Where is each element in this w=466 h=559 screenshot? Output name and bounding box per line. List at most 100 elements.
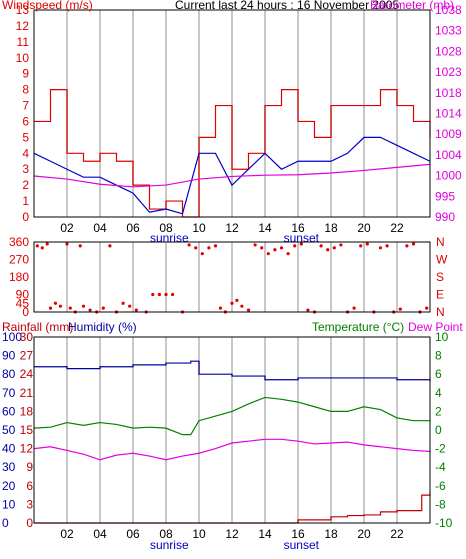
temperature-y-tick-label: -4 xyxy=(435,460,446,474)
rainfall-y-tick-label: 15 xyxy=(20,423,34,437)
temperature-y-tick-label: 8 xyxy=(435,349,442,363)
climate-panel-x-tick-label: 14 xyxy=(258,527,272,541)
direction-point xyxy=(58,304,63,308)
direction-point xyxy=(194,246,198,250)
humidity-y-tick-label: 50 xyxy=(2,423,16,437)
direction-point xyxy=(365,242,369,246)
direction-point xyxy=(171,292,175,297)
wind-y-tick-label: 0 xyxy=(22,210,29,224)
direction-point xyxy=(286,252,290,256)
barometer-y-tick-label: 1028 xyxy=(435,44,462,58)
direction-point xyxy=(411,242,416,246)
temperature-y-tick-label: 0 xyxy=(435,423,442,437)
direction-panel-frame xyxy=(33,241,431,313)
direction-point xyxy=(128,304,132,308)
rainfall-y-tick-label: 9 xyxy=(26,460,33,474)
direction-point xyxy=(326,248,330,252)
sunrise-label: sunrise xyxy=(150,231,189,245)
direction-point xyxy=(187,243,191,247)
direction-point xyxy=(65,242,69,246)
direction-y-tick-label: 270 xyxy=(9,253,29,267)
temperature-label: Temperature (°C) xyxy=(312,320,404,334)
wind-panel-x-tick-label: 10 xyxy=(192,221,206,235)
climate-panel-x-tick-label: 16 xyxy=(291,527,305,541)
direction-point xyxy=(53,301,58,305)
wind-panel-x-tick-label: 22 xyxy=(390,221,404,235)
direction-point xyxy=(332,246,336,250)
humidity-y-tick-label: 0 xyxy=(2,516,9,530)
direction-point xyxy=(306,308,310,312)
wind-y-tick-label: 8 xyxy=(22,83,29,97)
humidity-y-tick-label: 20 xyxy=(2,479,16,493)
humidity-y-tick-label: 90 xyxy=(2,349,16,363)
direction-point xyxy=(40,246,44,250)
humidity-label: Humidity (%) xyxy=(68,320,137,334)
wind-y-tick-label: 5 xyxy=(22,130,29,144)
barometer-y-tick-label: 1009 xyxy=(435,127,462,141)
barometer-y-tick-label: 995 xyxy=(435,189,455,203)
climate-panel-x-tick-label: 18 xyxy=(324,527,338,541)
barometer-y-tick-label: 1004 xyxy=(435,148,462,162)
climate-panel-x-tick-label: 22 xyxy=(390,527,404,541)
direction-point xyxy=(213,244,218,248)
wind-y-tick-label: 6 xyxy=(22,114,29,128)
barometer-y-tick-label: 1023 xyxy=(435,65,462,79)
rainfall-y-tick-label: 6 xyxy=(26,479,33,493)
rainfall-label: Rainfall (mm) xyxy=(2,320,73,334)
direction-y-tick-label: 180 xyxy=(9,270,29,284)
humidity-y-tick-label: 60 xyxy=(2,404,16,418)
direction-point xyxy=(218,306,223,310)
barometer-ylabel: Barometer (mb) xyxy=(370,0,454,12)
direction-point xyxy=(385,244,389,248)
direction-point xyxy=(253,243,257,247)
rainfall-y-tick-label: 30 xyxy=(20,330,34,344)
direction-compass-label: N xyxy=(436,235,445,249)
rainfall-series xyxy=(34,492,431,524)
wind-panel-x-tick-label: 18 xyxy=(324,221,338,235)
direction-point xyxy=(81,304,86,308)
climate-panel-x-tick-label: 08 xyxy=(159,527,173,541)
temperature-y-tick-label: -8 xyxy=(435,497,446,511)
direction-point xyxy=(273,248,277,252)
barometer-series xyxy=(33,163,431,188)
direction-y-tick-label: 45 xyxy=(16,296,30,310)
wind-y-tick-label: 13 xyxy=(16,3,30,17)
climate-panel-x-tick-label: 12 xyxy=(225,527,239,541)
humidity-y-tick-label: 80 xyxy=(2,367,16,381)
humidity-series xyxy=(34,360,431,382)
rainfall-y-tick-label: 24 xyxy=(20,367,34,381)
climate-panel-x-tick-label: 04 xyxy=(93,527,107,541)
direction-point xyxy=(200,252,204,256)
direction-point xyxy=(164,292,168,297)
direction-point xyxy=(240,304,244,308)
wind-panel-x-tick-label: 16 xyxy=(291,221,305,235)
direction-point xyxy=(299,242,303,246)
direction-point xyxy=(279,246,284,250)
direction-point xyxy=(78,244,82,248)
direction-point xyxy=(230,301,234,305)
climate-panel-x-tick-label: 20 xyxy=(357,527,371,541)
temperature-y-tick-label: -2 xyxy=(435,442,446,456)
humidity-y-tick-label: 70 xyxy=(2,386,16,400)
direction-y-tick-label: 360 xyxy=(9,235,29,249)
direction-point xyxy=(207,246,211,250)
wind-panel-x-tick-label: 02 xyxy=(60,221,74,235)
direction-point xyxy=(260,246,264,250)
direction-compass-label: E xyxy=(436,288,444,302)
rainfall-y-tick-label: 27 xyxy=(20,349,34,363)
temperature-series xyxy=(33,396,430,436)
direction-point xyxy=(48,306,53,310)
wind-y-tick-label: 1 xyxy=(22,194,29,208)
direction-point xyxy=(339,243,343,247)
wind-panel-x-tick-label: 04 xyxy=(93,221,107,235)
climate-panel-frame xyxy=(33,336,431,524)
direction-point xyxy=(101,306,105,310)
humidity-y-tick-label: 40 xyxy=(2,442,16,456)
wind-panel-x-tick-label: 06 xyxy=(126,221,140,235)
wind-y-tick-label: 4 xyxy=(22,146,29,160)
direction-y-tick-label: 0 xyxy=(22,305,29,319)
direction-point xyxy=(35,244,39,248)
rainfall-y-tick-label: 18 xyxy=(20,404,34,418)
dewpoint-label: Dew Point xyxy=(408,320,463,334)
